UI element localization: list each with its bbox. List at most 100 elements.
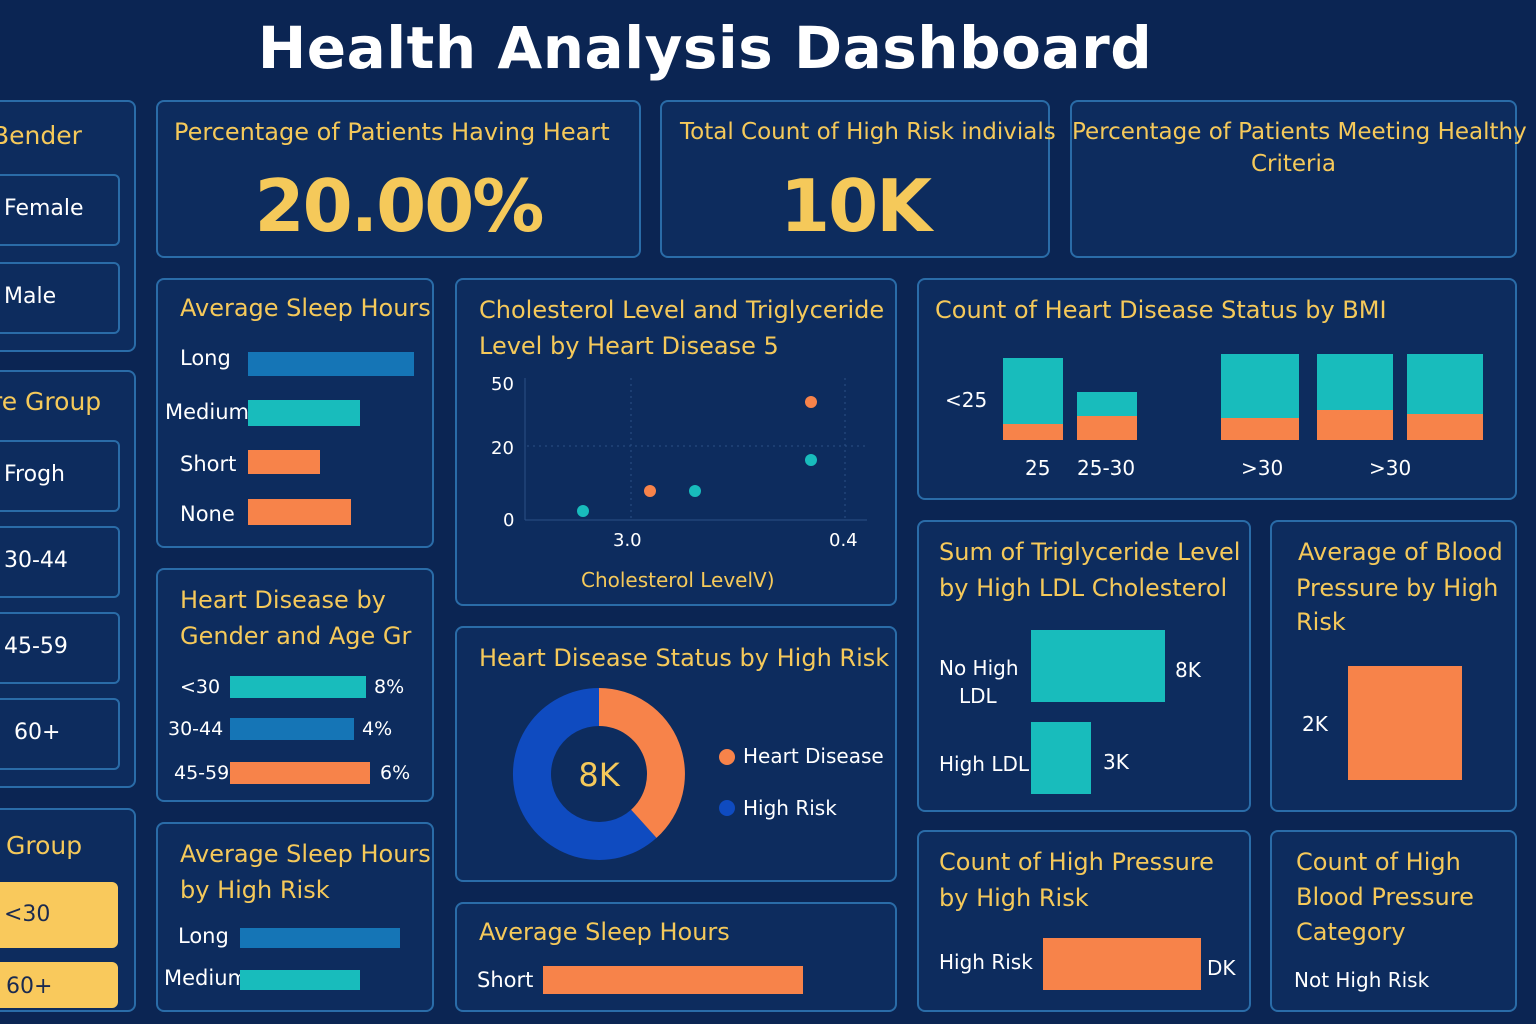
bmi-bar-teal [1221,354,1299,418]
gender-slicer-title: Bender [0,121,82,150]
y-tick: 20 [491,438,514,459]
bmi-bar-orange [1407,414,1483,440]
triglyceride-by-ldl-card[interactable]: Sum of Triglyceride Level by High LDL Ch… [917,520,1251,812]
page-title: Health Analysis Dashboard [257,14,1153,82]
scatter-point-teal [577,505,589,517]
donut-center-value: 8K [578,756,620,794]
bar-value: 8% [374,676,405,698]
legend-label[interactable]: Heart Disease [743,744,884,768]
card-title-line1: Sum of Triglyceride Level [939,538,1241,566]
kpi-high-risk-count[interactable]: Total Count of High Risk indivials 10K [660,100,1056,258]
bar-value: 3K [1103,750,1129,774]
high-pressure-by-risk-card[interactable]: Count of High Pressure by High Risk High… [917,830,1251,1012]
bmi-bar-orange [1221,418,1299,440]
sleep-by-high-risk-card[interactable]: Average Sleep Hours by High Risk Long Me… [156,822,434,1012]
bmi-bar-orange [1317,410,1393,440]
donut-slice-high-risk [512,688,657,860]
sleep-bar-none [248,499,351,525]
avg-sleep-hours-short-card[interactable]: Average Sleep Hours Short [455,902,897,1012]
slicer-option-under-30[interactable]: <30 [0,882,118,948]
bar-label: 30-44 [168,718,224,740]
kpi-title: Total Count of High Risk indivials [680,119,1056,145]
card-title-line1: Average Sleep Hours [180,840,431,868]
card-title: Heart Disease Status by High Risk [479,644,890,672]
y-tick: 0 [503,510,515,531]
cholesterol-scatter-card[interactable]: Cholesterol Level and Triglyceride Level… [455,278,897,606]
bar-label: Short [180,452,237,476]
kpi-healthy-criteria[interactable]: Percentage of Patients Meeting Healthy C… [1070,100,1527,258]
card-title-line1: Average of Blood [1298,538,1503,566]
sleep-risk-bar-medium [240,970,360,990]
gender-slicer: Bender Female Male [0,100,136,352]
slicer-option-age-1[interactable]: Frogh [0,440,120,512]
bmi-bar-teal [1407,354,1483,414]
kpi-title: Percentage of Patients Having Heart [174,118,610,146]
card-title: Average Sleep Hours [479,918,730,946]
bmi-bar-orange [1077,416,1137,440]
slicer-option-age-60-plus[interactable]: 60+ [0,698,120,770]
y-axis-label: <25 [945,388,988,412]
sleep-bar-short [543,966,803,994]
scatter-plot [524,378,867,521]
slicer-option-age-45-59[interactable]: 45-59 [0,612,120,684]
card-title-line1: Count of High [1296,848,1461,876]
bar-label-line2: LDL [959,684,997,708]
bar-label: Long [178,924,229,948]
bar-30-44 [230,718,354,740]
bar-label: Short [477,968,534,992]
bar-value: 2K [1302,712,1328,736]
bar-label: <30 [180,676,221,698]
y-tick: 50 [491,374,514,395]
card-title-line3: Category [1296,918,1406,946]
bar-value: 8K [1175,658,1201,682]
card-title: Count of Heart Disease Status by BMI [935,296,1387,324]
blood-pressure-category-card[interactable]: Count of High Blood Pressure Category No… [1270,830,1517,1012]
bar-label: High LDL [939,752,1030,776]
card-title-line3: Risk [1296,608,1346,636]
slicer-option-female[interactable]: Female [0,174,120,246]
heart-disease-gender-age-card[interactable]: Heart Disease by Gender and Age Gr <30 3… [156,568,434,802]
slicer-option-60-plus[interactable]: 60+ [0,962,118,1008]
bar-label: None [180,502,235,526]
donut-slice-heart-disease [599,688,685,838]
heart-disease-high-risk-donut-card[interactable]: Heart Disease Status by High Risk 8K Hea… [455,626,897,882]
bar-under-30 [230,676,366,698]
card-title-line2: Blood Pressure [1296,883,1474,911]
x-tick: 3.0 [613,530,642,551]
slicer-option-age-30-44[interactable]: 30-44 [0,526,120,598]
kpi-value: 10K [780,164,932,248]
bar-label: 45-59 [174,762,230,784]
bmi-bar-teal [1317,354,1393,410]
x-tick: >30 [1369,456,1412,480]
bar-label-line1: No High [939,656,1019,680]
card-title-line2: by High Risk [180,876,330,904]
card-title: Average Sleep Hours [180,294,431,322]
sleep-risk-bar-long [240,928,400,948]
legend-label[interactable]: High Risk [743,796,837,820]
bar-value: 6% [380,762,411,784]
card-title-line2: by High Risk [939,884,1089,912]
bmi-bar-orange [1003,424,1063,440]
kpi-heart-percentage[interactable]: Percentage of Patients Having Heart 20.0… [156,100,641,258]
bar-label: Medium [164,966,248,990]
bar-label: Not High Risk [1294,968,1430,992]
bp-bar [1348,666,1462,780]
sleep-bar-short [248,450,320,474]
bar-label: High Risk [939,950,1033,974]
kpi-title-line1: Percentage of Patients Meeting Healthy [1072,119,1527,145]
card-title-line1: Cholesterol Level and Triglyceride [479,296,885,324]
scatter-point-orange [805,396,817,408]
pressure-bar [1043,938,1201,990]
heart-disease-by-bmi-card[interactable]: Count of Heart Disease Status by BMI <25… [917,278,1517,500]
slicer-option-male[interactable]: Male [0,262,120,334]
bar-45-59 [230,762,370,784]
donut-chart [512,688,685,860]
avg-blood-pressure-card[interactable]: Average of Blood Pressure by High Risk 2… [1270,520,1517,812]
avg-sleep-hours-card[interactable]: Average Sleep Hours Long Medium Short No… [156,278,434,548]
group-slicer: Group <30 60+ [0,808,136,1012]
card-title-line2: Level by Heart Disease 5 [479,332,779,360]
x-tick: 25-30 [1077,456,1136,480]
scatter-point-teal [805,454,817,466]
scatter-point-orange [644,485,656,497]
age-group-slicer: re Group Frogh 30-44 45-59 60+ [0,370,136,788]
